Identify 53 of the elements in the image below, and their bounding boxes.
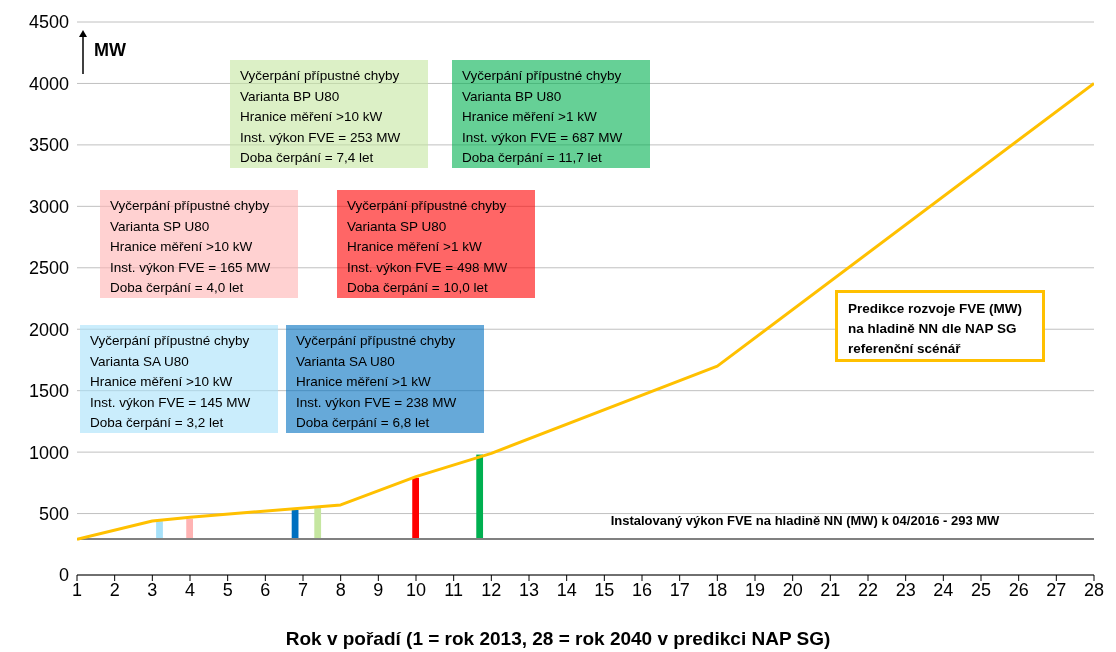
x-tick-label: 23 (895, 579, 916, 600)
x-tick-label: 5 (222, 579, 233, 600)
x-tick-label: 18 (707, 579, 728, 600)
x-tick-label: 3 (147, 579, 158, 600)
x-tick-label: 4 (184, 579, 196, 600)
x-tick-label: 26 (1008, 579, 1029, 600)
annotation: Vyčerpání přípustné chyby Varianta BP U80 Hranice měření >1 kW Inst. výkon FVE = 687 MW Doba čerpání = 11,7 let (462, 67, 624, 167)
x-tick-label: 7 (297, 579, 309, 600)
x-tick-label: 19 (744, 579, 766, 600)
x-tick-label: 24 (933, 579, 954, 600)
y-tick-label: 1500 (28, 381, 69, 402)
annotation: Vyčerpání přípustné chyby Varianta SA U80 Hranice měření >1 kW Inst. výkon FVE = 238 MW Doba čerpání = 6,8 let (296, 332, 458, 432)
x-tick-label: 11 (444, 579, 464, 600)
annotation: Vyčerpání přípustné chyby Varianta SA U80 Hranice měření >10 kW Inst. výkon FVE = 145 MW Doba čerpání = 3,2 let (90, 332, 252, 432)
bar (412, 477, 420, 539)
y-tick-label: 2500 (28, 258, 69, 279)
bar (186, 518, 194, 539)
x-tick-label: 20 (782, 579, 803, 600)
x-tick-label: 8 (335, 579, 346, 600)
annotation: Vyčerpání přípustné chyby Varianta SP U80 Hranice měření >1 kW Inst. výkon FVE = 498 MW Doba čerpání = 10,0 let (347, 197, 509, 297)
y-tick-label: 0 (58, 565, 69, 586)
annotation: Vyčerpání přípustné chyby Varianta SP U80 Hranice měření >10 kW Inst. výkon FVE = 165 MW Doba čerpání = 4,0 let (110, 197, 272, 297)
x-tick-label: 15 (594, 579, 615, 600)
x-tick-label: 1 (71, 579, 83, 600)
x-tick-label: 25 (970, 579, 992, 600)
annotation: Vyčerpání přípustné chyby Varianta BP U80 Hranice měření >10 kW Inst. výkon FVE = 253 MW Doba čerpání = 7,4 let (240, 67, 402, 167)
x-tick-label: 17 (669, 579, 690, 600)
x-tick-label: 14 (556, 579, 577, 600)
x-tick-label: 21 (820, 579, 841, 600)
ref-line-label: Instalovaný výkon FVE na hladině NN (MW) k 04/2016 - 293 MW (609, 511, 1001, 530)
x-tick-label: 28 (1083, 579, 1105, 600)
bar (476, 454, 484, 539)
x-axis-title: Rok v pořadí (1 = rok 2013, 28 = rok 2040 v predikci NAP SG) (284, 628, 832, 650)
line-series (77, 81, 1094, 541)
x-tick-label: 13 (518, 579, 540, 600)
x-tick-label: 27 (1046, 579, 1067, 600)
y-tick-label: 3000 (28, 196, 69, 217)
x-tick-label: 16 (631, 579, 653, 600)
y-tick-label: 2000 (28, 319, 69, 340)
x-tick-label: 2 (109, 579, 120, 600)
y-tick-label: 4000 (28, 73, 69, 94)
annotation: Predikce rozvoje FVE (MW) na hladině NN dle NAP SG referenční scénář (835, 290, 1045, 362)
y-tick-label: 3500 (28, 135, 69, 156)
bar (314, 507, 322, 539)
y-tick-label: 500 (38, 503, 69, 524)
x-tick-label: 10 (405, 579, 427, 600)
x-tick-label: 22 (857, 579, 879, 600)
x-tick-label: 6 (260, 579, 271, 600)
y-tick-label: 4500 (28, 12, 69, 33)
x-tick-label: 9 (373, 579, 384, 600)
y-tick-label: 1000 (28, 442, 69, 463)
x-tick-label: 12 (481, 579, 502, 600)
y-axis-title: MW (94, 40, 126, 61)
